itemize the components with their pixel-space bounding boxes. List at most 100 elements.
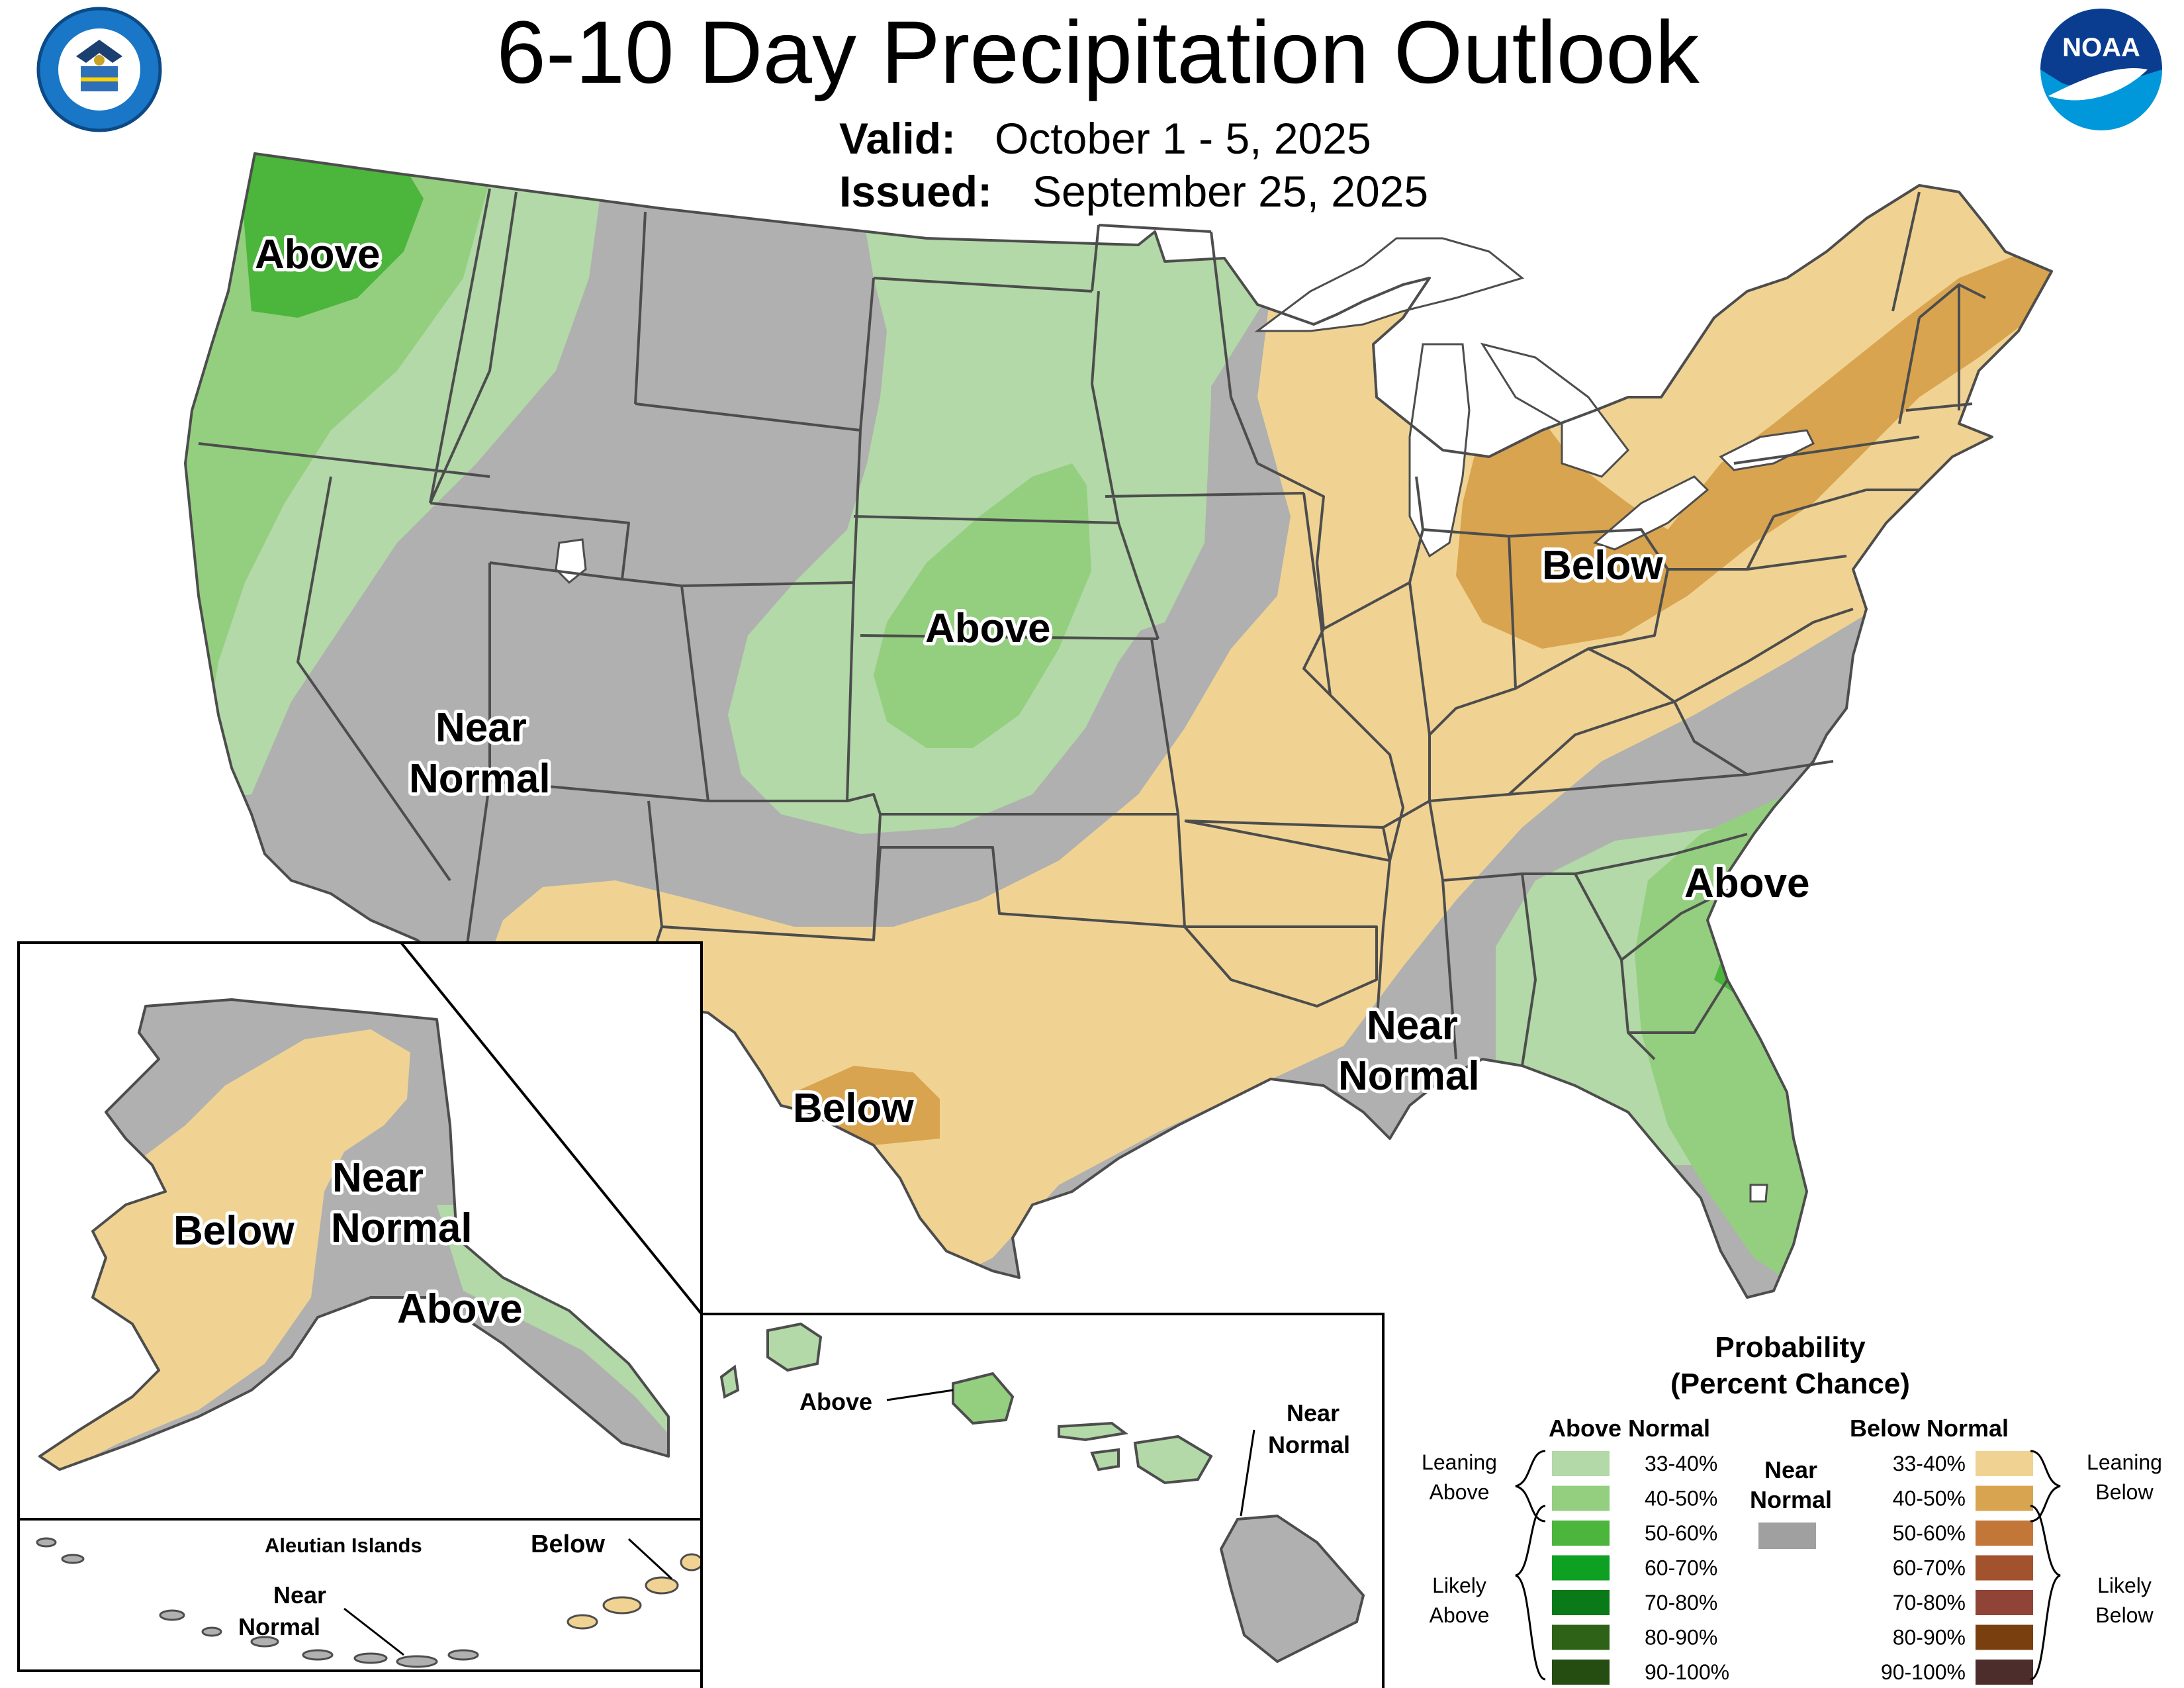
label-aleutian-title: Aleutian Islands <box>265 1534 422 1557</box>
legend-near-header-1: Near <box>1764 1456 1817 1483</box>
commerce-seal-icon <box>36 7 162 132</box>
conus-plains-above-40 <box>874 463 1099 748</box>
legend-likely-above-1: Likely <box>1432 1573 1486 1597</box>
lake-michigan <box>1408 343 1471 558</box>
hawaii-inset: Above Near Normal <box>700 1313 1385 1688</box>
label-above-northwest: Above <box>255 232 380 277</box>
label-hawaii-above: Above <box>799 1388 872 1415</box>
legend-below-swatch-6 <box>1976 1624 2033 1650</box>
brace-likely-above <box>1515 1505 1546 1681</box>
conus-north-plains-leaning <box>1085 225 1211 635</box>
legend-above-swatch-6 <box>1552 1624 1610 1650</box>
legend-title-1: Probability <box>1715 1331 1866 1364</box>
legend-above-bin-5: 70-80% <box>1645 1591 1717 1615</box>
legend-near-swatch <box>1758 1523 1816 1549</box>
aleutian-east-islands <box>567 1553 704 1630</box>
legend-above-swatch-1 <box>1552 1451 1610 1476</box>
label-aleutian-near-1: Near <box>273 1581 326 1609</box>
legend-above-bin-3: 50-60% <box>1645 1521 1717 1545</box>
legend-above-bin-7: 90-100% <box>1645 1660 1729 1684</box>
label-hawaii-near-2: Normal <box>1268 1431 1350 1458</box>
legend-above-swatch-3 <box>1552 1521 1610 1546</box>
legend-above-swatches: 33-40% 40-50% 50-60% 60-70% 70-80% 80-90% 90-1… <box>1552 1451 1729 1685</box>
label-near-gulf-1: Near <box>1367 1003 1458 1049</box>
issued-value: September 25, 2025 <box>1032 167 1428 216</box>
legend-below-swatch-4 <box>1976 1555 2033 1581</box>
great-lakes <box>555 237 1815 1203</box>
island-kauai <box>766 1322 823 1372</box>
lake-okeechobee <box>1749 1184 1768 1203</box>
label-alaska-near-2: Normal <box>331 1205 473 1251</box>
brace-leaning-above <box>1515 1450 1546 1523</box>
legend-above-bin-6: 80-90% <box>1645 1626 1717 1650</box>
label-near-west-1: Near <box>435 705 527 751</box>
conus-nw-above-50 <box>238 154 424 318</box>
legend-likely-above-2: Above <box>1430 1603 1490 1627</box>
noaa-logo-text: NOAA <box>2062 33 2140 62</box>
legend-likely-below-1: Likely <box>2097 1573 2152 1597</box>
lake-superior <box>1254 237 1525 332</box>
island-maui <box>1133 1434 1213 1485</box>
lake-huron <box>1480 342 1629 478</box>
legend-near-header-2: Normal <box>1750 1486 1832 1513</box>
alaska-inset: Below Near Normal Above Aleutian Islands… <box>17 941 704 1672</box>
aleutian-islands <box>36 1537 479 1668</box>
label-aleutian-below: Below <box>531 1530 605 1558</box>
label-alaska-above: Above <box>397 1286 522 1332</box>
legend-leaning-below-1: Leaning <box>2087 1450 2162 1474</box>
legend-below-bin-3: 50-60% <box>1893 1521 1966 1545</box>
label-above-southeast: Above <box>1684 861 1809 906</box>
label-near-gulf-2: Normal <box>1338 1053 1480 1099</box>
label-alaska-below: Below <box>173 1208 295 1254</box>
legend-below-bin-2: 40-50% <box>1893 1487 1966 1511</box>
label-near-west-2: Normal <box>409 756 551 802</box>
legend-below-bin-7: 90-100% <box>1881 1660 1966 1684</box>
legend-title-2: (Percent Chance) <box>1670 1368 1910 1400</box>
legend-above-bin-1: 33-40% <box>1645 1452 1717 1476</box>
header: 6-10 Day Precipitation Outlook Valid: Oc… <box>496 3 1700 216</box>
alaska-outline <box>38 998 670 1471</box>
island-big-island <box>1219 1514 1365 1664</box>
legend-below-swatches: 33-40% 40-50% 50-60% 60-70% 70-80% 80-90% 90-1… <box>1881 1451 2033 1685</box>
conus-labels: Above Near Normal Above Below Below Near… <box>251 228 1813 1135</box>
valid-value: October 1 - 5, 2025 <box>995 114 1371 163</box>
label-below-texas: Below <box>793 1086 914 1131</box>
alaska-inset-callout <box>400 941 703 1315</box>
legend-below-swatch-1 <box>1976 1451 2033 1476</box>
legend-below-swatch-3 <box>1976 1521 2033 1546</box>
legend-below-swatch-5 <box>1976 1590 2033 1615</box>
brace-leaning-below <box>2030 1450 2061 1523</box>
legend-above-swatch-5 <box>1552 1590 1610 1615</box>
legend-above-swatch-2 <box>1552 1485 1610 1511</box>
legend-above-bin-2: 40-50% <box>1645 1487 1717 1511</box>
page-title: 6-10 Day Precipitation Outlook <box>496 3 1700 102</box>
valid-label: Valid: <box>839 114 956 163</box>
island-lanai <box>1090 1448 1120 1472</box>
issued-label: Issued: <box>839 167 992 216</box>
legend-likely-below-2: Below <box>2095 1603 2154 1627</box>
brace-likely-below <box>2030 1505 2061 1681</box>
legend-above-bin-4: 60-70% <box>1645 1556 1717 1580</box>
label-alaska-near-1: Near <box>332 1155 424 1201</box>
island-niihau <box>719 1364 740 1399</box>
legend-below-bin-5: 70-80% <box>1893 1591 1966 1615</box>
legend-above-header: Above Normal <box>1549 1415 1710 1442</box>
legend-leaning-below-2: Below <box>2095 1480 2154 1504</box>
legend-below-bin-1: 33-40% <box>1893 1452 1966 1476</box>
legend: Probability (Percent Chance) Above Norma… <box>1422 1331 2162 1685</box>
legend-below-header: Below Normal <box>1850 1415 2009 1442</box>
legend-leaning-above-2: Above <box>1430 1480 1490 1504</box>
legend-below-swatch-7 <box>1976 1660 2033 1685</box>
label-hawaii-near-1: Near <box>1287 1399 1340 1427</box>
legend-below-bin-6: 80-90% <box>1893 1626 1966 1650</box>
label-below-ohio: Below <box>1542 543 1663 588</box>
legend-below-swatch-2 <box>1976 1485 2033 1511</box>
label-above-plains: Above <box>925 606 1050 651</box>
legend-leaning-above-1: Leaning <box>1422 1450 1497 1474</box>
legend-above-swatch-7 <box>1552 1660 1610 1685</box>
island-molokai <box>1058 1421 1128 1442</box>
lake-ontario <box>1719 429 1815 471</box>
legend-below-bin-4: 60-70% <box>1893 1556 1966 1580</box>
legend-above-swatch-4 <box>1552 1555 1610 1581</box>
